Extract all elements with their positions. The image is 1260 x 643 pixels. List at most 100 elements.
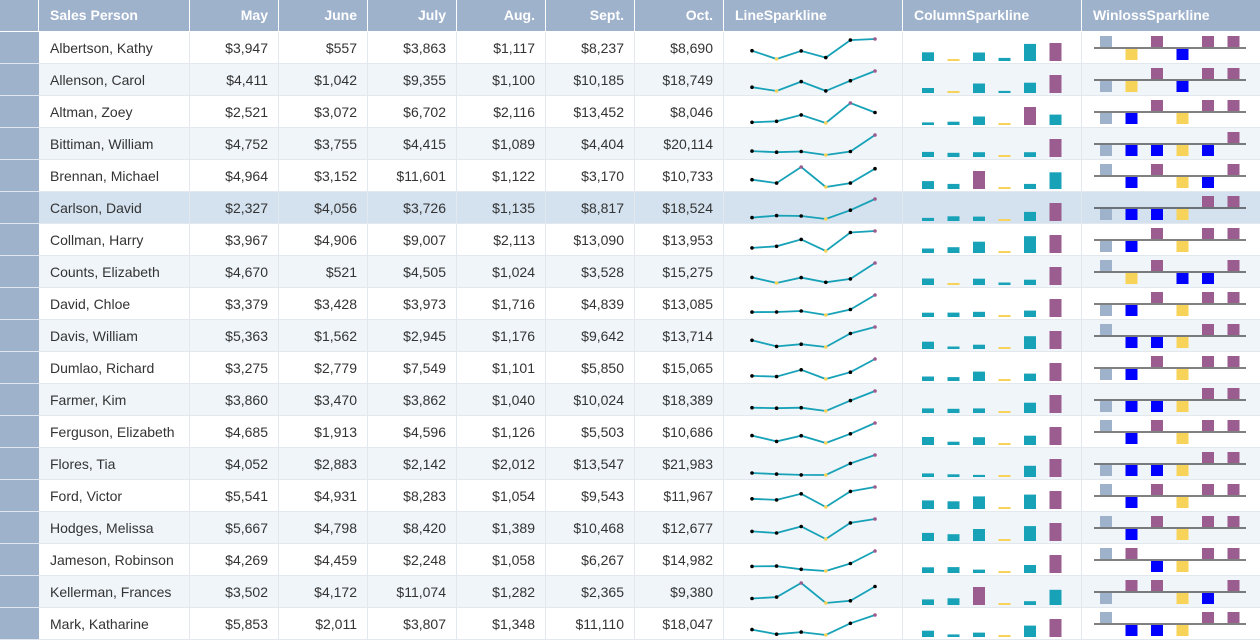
cell-sept[interactable]: $13,547 — [546, 448, 635, 480]
cell-sales-person[interactable]: Farmer, Kim — [39, 384, 190, 416]
cell-line-sparkline[interactable] — [724, 96, 903, 128]
header-column-sparkline[interactable]: ColumnSparkline — [903, 0, 1082, 31]
cell-sept[interactable]: $9,543 — [546, 480, 635, 512]
table-row[interactable]: Altman, Zoey $2,521 $3,072 $6,702 $2,116 $13,… — [0, 96, 1260, 128]
cell-winloss-sparkline[interactable] — [1082, 64, 1260, 96]
cell-column-sparkline[interactable] — [903, 288, 1082, 320]
cell-may[interactable]: $4,411 — [190, 64, 279, 96]
cell-oct[interactable]: $13,953 — [635, 224, 724, 256]
cell-may[interactable]: $2,327 — [190, 192, 279, 224]
cell-may[interactable]: $3,379 — [190, 288, 279, 320]
cell-may[interactable]: $3,947 — [190, 32, 279, 64]
cell-may[interactable]: $3,502 — [190, 576, 279, 608]
cell-july[interactable]: $3,863 — [368, 32, 457, 64]
cell-july[interactable]: $4,415 — [368, 128, 457, 160]
cell-line-sparkline[interactable] — [724, 512, 903, 544]
row-header[interactable] — [0, 128, 39, 160]
cell-column-sparkline[interactable] — [903, 96, 1082, 128]
row-header[interactable] — [0, 320, 39, 352]
cell-column-sparkline[interactable] — [903, 512, 1082, 544]
table-row[interactable]: Brennan, Michael $4,964 $3,152 $11,601 $1,12… — [0, 160, 1260, 192]
cell-may[interactable]: $5,853 — [190, 608, 279, 640]
cell-june[interactable]: $4,906 — [279, 224, 368, 256]
cell-sales-person[interactable]: Dumlao, Richard — [39, 352, 190, 384]
cell-oct[interactable]: $13,085 — [635, 288, 724, 320]
cell-sept[interactable]: $5,850 — [546, 352, 635, 384]
row-header[interactable] — [0, 480, 39, 512]
table-row[interactable]: Farmer, Kim $3,860 $3,470 $3,862 $1,040 $10,0… — [0, 384, 1260, 416]
cell-line-sparkline[interactable] — [724, 544, 903, 576]
table-row[interactable]: Mark, Katharine $5,853 $2,011 $3,807 $1,348 $… — [0, 608, 1260, 640]
cell-may[interactable]: $5,363 — [190, 320, 279, 352]
cell-sales-person[interactable]: Albertson, Kathy — [39, 32, 190, 64]
cell-column-sparkline[interactable] — [903, 576, 1082, 608]
row-header[interactable] — [0, 288, 39, 320]
cell-line-sparkline[interactable] — [724, 288, 903, 320]
cell-sales-person[interactable]: Ferguson, Elizabeth — [39, 416, 190, 448]
cell-oct[interactable]: $12,677 — [635, 512, 724, 544]
cell-winloss-sparkline[interactable] — [1082, 480, 1260, 512]
cell-june[interactable]: $1,042 — [279, 64, 368, 96]
cell-july[interactable]: $6,702 — [368, 96, 457, 128]
cell-line-sparkline[interactable] — [724, 224, 903, 256]
cell-winloss-sparkline[interactable] — [1082, 352, 1260, 384]
cell-column-sparkline[interactable] — [903, 384, 1082, 416]
cell-june[interactable]: $3,470 — [279, 384, 368, 416]
cell-may[interactable]: $3,275 — [190, 352, 279, 384]
cell-oct[interactable]: $9,380 — [635, 576, 724, 608]
cell-july[interactable]: $9,355 — [368, 64, 457, 96]
cell-july[interactable]: $3,807 — [368, 608, 457, 640]
row-header[interactable] — [0, 448, 39, 480]
header-line-sparkline[interactable]: LineSparkline — [724, 0, 903, 31]
cell-aug[interactable]: $1,122 — [457, 160, 546, 192]
cell-sales-person[interactable]: Kellerman, Frances — [39, 576, 190, 608]
table-row[interactable]: Davis, William $5,363 $1,562 $2,945 $1,176 $9… — [0, 320, 1260, 352]
cell-column-sparkline[interactable] — [903, 256, 1082, 288]
table-row[interactable]: Dumlao, Richard $3,275 $2,779 $7,549 $1,101 $… — [0, 352, 1260, 384]
cell-winloss-sparkline[interactable] — [1082, 192, 1260, 224]
cell-line-sparkline[interactable] — [724, 608, 903, 640]
cell-sales-person[interactable]: Brennan, Michael — [39, 160, 190, 192]
cell-sept[interactable]: $13,452 — [546, 96, 635, 128]
cell-aug[interactable]: $2,113 — [457, 224, 546, 256]
cell-july[interactable]: $3,726 — [368, 192, 457, 224]
cell-sept[interactable]: $11,110 — [546, 608, 635, 640]
cell-sales-person[interactable]: Flores, Tia — [39, 448, 190, 480]
row-header[interactable] — [0, 384, 39, 416]
cell-sales-person[interactable]: Mark, Katharine — [39, 608, 190, 640]
table-row[interactable]: Ferguson, Elizabeth $4,685 $1,913 $4,596 $1,… — [0, 416, 1260, 448]
cell-sept[interactable]: $13,090 — [546, 224, 635, 256]
cell-july[interactable]: $3,862 — [368, 384, 457, 416]
cell-sept[interactable]: $10,024 — [546, 384, 635, 416]
row-header[interactable] — [0, 608, 39, 640]
cell-july[interactable]: $3,973 — [368, 288, 457, 320]
cell-sept[interactable]: $5,503 — [546, 416, 635, 448]
cell-sales-person[interactable]: Bittiman, William — [39, 128, 190, 160]
cell-sept[interactable]: $9,642 — [546, 320, 635, 352]
cell-aug[interactable]: $1,389 — [457, 512, 546, 544]
cell-line-sparkline[interactable] — [724, 192, 903, 224]
cell-sales-person[interactable]: David, Chloe — [39, 288, 190, 320]
cell-sales-person[interactable]: Hodges, Melissa — [39, 512, 190, 544]
cell-may[interactable]: $2,521 — [190, 96, 279, 128]
cell-may[interactable]: $4,670 — [190, 256, 279, 288]
table-row[interactable]: Carlson, David $2,327 $4,056 $3,726 $1,135 $8… — [0, 192, 1260, 224]
cell-sept[interactable]: $2,365 — [546, 576, 635, 608]
cell-july[interactable]: $7,549 — [368, 352, 457, 384]
cell-june[interactable]: $557 — [279, 32, 368, 64]
cell-aug[interactable]: $1,117 — [457, 32, 546, 64]
cell-oct[interactable]: $18,389 — [635, 384, 724, 416]
cell-aug[interactable]: $1,054 — [457, 480, 546, 512]
table-row[interactable]: Albertson, Kathy $3,947 $557 $3,863 $1,117 $8… — [0, 32, 1260, 64]
cell-oct[interactable]: $10,686 — [635, 416, 724, 448]
cell-sales-person[interactable]: Altman, Zoey — [39, 96, 190, 128]
cell-may[interactable]: $3,967 — [190, 224, 279, 256]
cell-sept[interactable]: $10,185 — [546, 64, 635, 96]
row-header[interactable] — [0, 512, 39, 544]
cell-column-sparkline[interactable] — [903, 544, 1082, 576]
cell-sept[interactable]: $3,170 — [546, 160, 635, 192]
cell-winloss-sparkline[interactable] — [1082, 288, 1260, 320]
cell-winloss-sparkline[interactable] — [1082, 512, 1260, 544]
cell-may[interactable]: $5,667 — [190, 512, 279, 544]
cell-sept[interactable]: $4,404 — [546, 128, 635, 160]
